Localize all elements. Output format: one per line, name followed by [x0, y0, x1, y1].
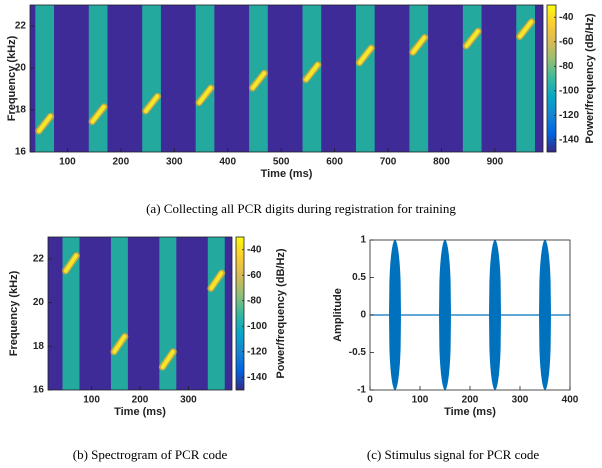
- tone-band: [462, 5, 482, 152]
- y-tick-label: 16: [15, 147, 27, 158]
- x-axis-title: Time (ms): [114, 406, 166, 418]
- colorbar-tick-label: -60: [247, 270, 262, 281]
- y-axis-title: Frequency (kHz): [6, 35, 18, 121]
- spectrogram-layer: [35, 5, 536, 152]
- x-tick-label: 200: [462, 395, 479, 406]
- y-tick-label: 20: [15, 63, 27, 74]
- tone-band: [142, 5, 161, 152]
- x-tick-label: 300: [512, 395, 529, 406]
- colorbar: [546, 4, 557, 153]
- tone-band: [516, 5, 535, 152]
- burst: [389, 240, 401, 390]
- tone: [357, 46, 373, 65]
- y-tick-label: 0: [360, 310, 366, 321]
- x-axis-title: Time (ms): [261, 168, 313, 180]
- y-tick-label: 16: [33, 385, 45, 396]
- y-tick-label: 18: [33, 341, 45, 352]
- plot-frame: [369, 239, 571, 391]
- colorbar-title: Power/frequency (dB/Hz): [275, 248, 287, 379]
- tone-band: [88, 5, 108, 152]
- x-tick-label: 100: [59, 157, 76, 168]
- tone: [112, 334, 127, 354]
- tone: [197, 85, 213, 105]
- colorbar-tick-label: -140: [247, 372, 267, 383]
- x-tick-label: 100: [412, 395, 429, 406]
- x-tick-label: 0: [367, 395, 373, 406]
- burst: [489, 240, 501, 390]
- colorbar: [235, 236, 245, 391]
- tone: [464, 29, 480, 48]
- tone: [411, 35, 427, 55]
- y-tick-label: 22: [33, 253, 45, 264]
- tone-band: [302, 5, 322, 152]
- y-tick-label: -1: [357, 385, 366, 396]
- caption: (b) Spectrogram of PCR code: [73, 447, 228, 462]
- x-tick-label: 400: [219, 157, 236, 168]
- x-tick-label: 300: [166, 157, 183, 168]
- tone: [209, 271, 224, 291]
- tone-band: [207, 237, 225, 390]
- tone-band: [355, 5, 375, 152]
- burst: [439, 240, 451, 390]
- caption: (c) Stimulus signal for PCR code: [367, 447, 539, 462]
- y-tick-label: 22: [15, 21, 27, 32]
- x-tick-label: 500: [273, 157, 290, 168]
- tone: [250, 71, 267, 90]
- tone: [37, 114, 53, 133]
- colorbar-tick-label: -100: [247, 321, 267, 332]
- x-tick-label: 700: [380, 157, 397, 168]
- plot-frame: [29, 4, 544, 153]
- spectrogram-layer: [62, 237, 226, 390]
- x-tick-label: 600: [326, 157, 343, 168]
- tone: [143, 94, 160, 114]
- tone-band: [409, 5, 429, 152]
- colorbar-tick-label: -140: [559, 134, 579, 145]
- y-axis-title: Amplitude: [332, 288, 344, 342]
- x-tick-label: 400: [562, 395, 579, 406]
- x-axis-title: Time (ms): [444, 406, 496, 418]
- colorbar-tick-label: -40: [559, 12, 574, 23]
- colorbar-tick-label: -100: [559, 85, 579, 96]
- colorbar-title: Power/frequency (dB/Hz): [584, 13, 596, 144]
- tone: [304, 62, 320, 82]
- x-tick-label: 300: [180, 395, 197, 406]
- tone-band: [195, 5, 215, 152]
- x-tick-label: 900: [487, 157, 504, 168]
- caption: (a) Collecting all PCR digits during reg…: [146, 201, 456, 216]
- x-tick-label: 200: [132, 395, 149, 406]
- plot-frame: [47, 236, 233, 391]
- burst: [539, 240, 551, 390]
- x-tick-label: 200: [113, 157, 130, 168]
- tone: [518, 19, 534, 39]
- colorbar-tick-label: -120: [247, 346, 267, 357]
- x-tick-label: 100: [83, 395, 100, 406]
- colorbar-tick-label: -120: [559, 110, 579, 121]
- tone: [63, 253, 79, 273]
- colorbar-tick-label: -40: [247, 244, 262, 255]
- y-tick-label: 1: [360, 235, 366, 246]
- colorbar-tick-label: -60: [559, 36, 574, 47]
- spectrogram-background: [30, 5, 543, 152]
- y-tick-label: 18: [15, 105, 27, 116]
- y-tick-label: 0.5: [352, 272, 366, 283]
- y-tick-label: 20: [33, 297, 45, 308]
- tone-band: [110, 237, 128, 390]
- colorbar-tick-label: -80: [559, 61, 574, 72]
- tone-band: [62, 237, 80, 390]
- y-axis-title: Frequency (kHz): [8, 270, 20, 356]
- tone: [160, 349, 175, 370]
- x-tick-label: 800: [433, 157, 450, 168]
- tone: [90, 104, 106, 124]
- y-tick-label: -0.5: [349, 347, 367, 358]
- colorbar-tick-label: -80: [247, 295, 262, 306]
